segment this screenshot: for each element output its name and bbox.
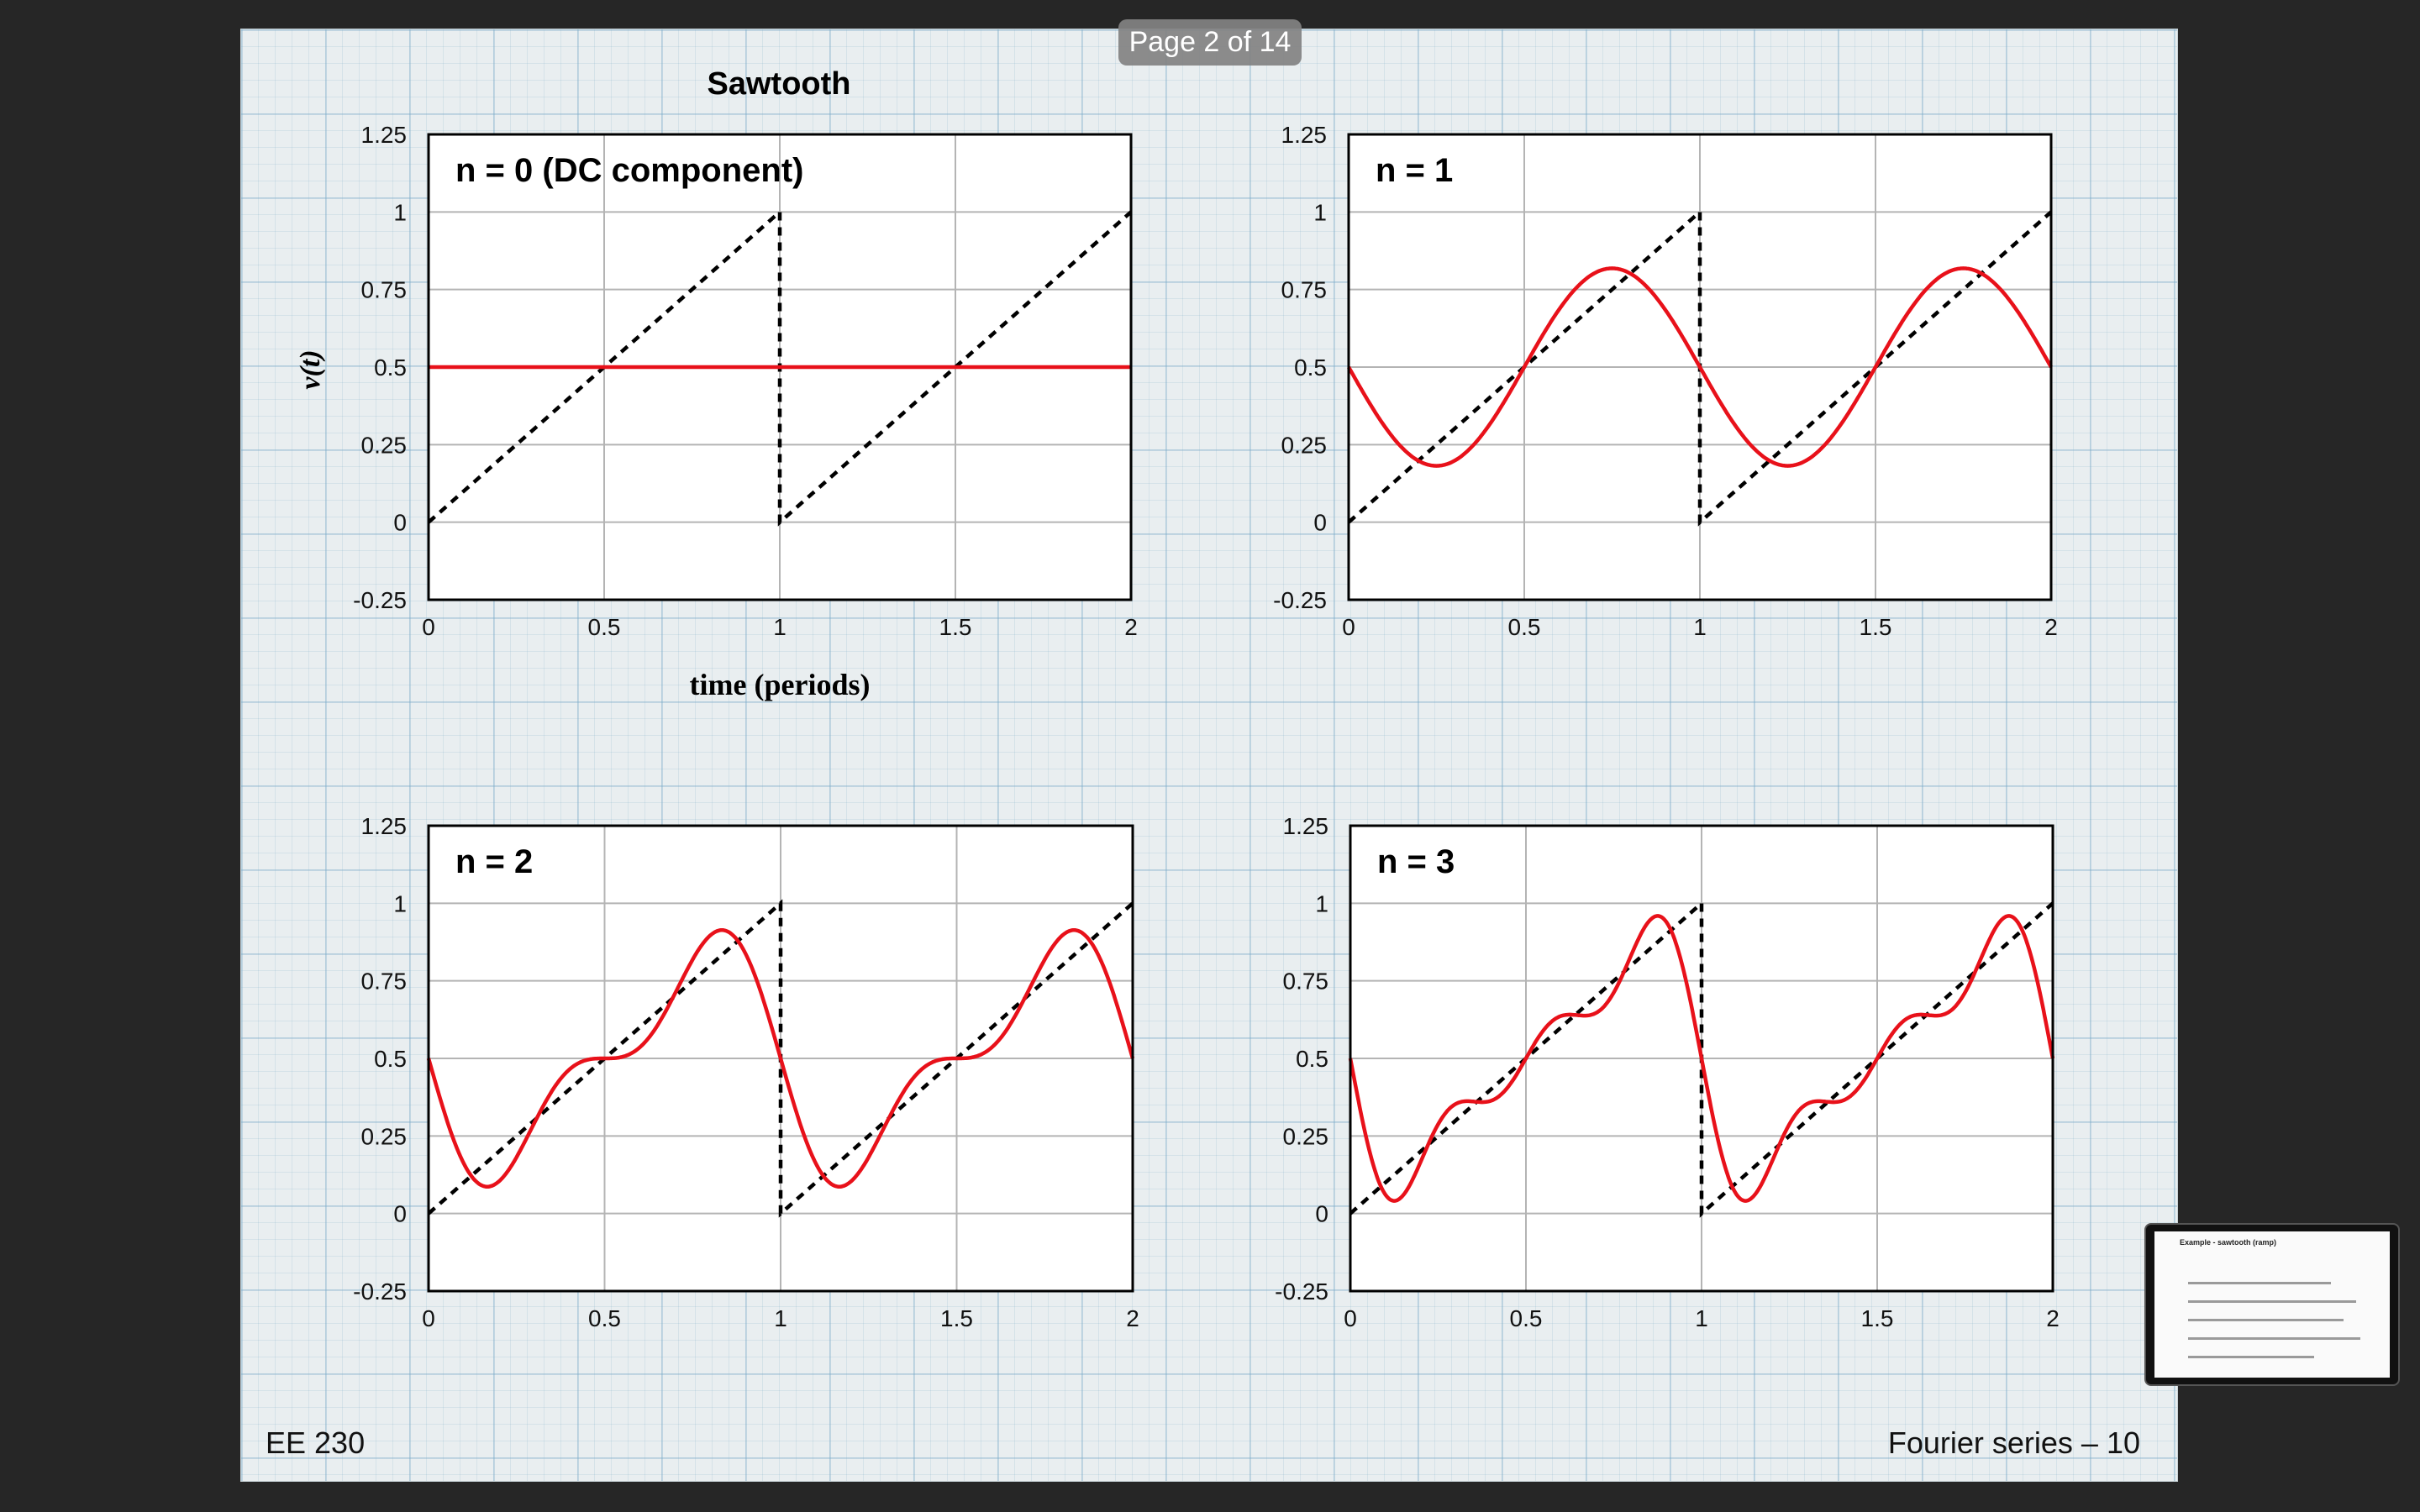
slide-title: Sawtooth (708, 66, 851, 102)
chart-panel: 0 0.5 1 1.5 2 -0.25 0 0.25 0.5 0.75 1 1.25 n = 1 (1273, 122, 2058, 640)
fourier-series (426, 928, 1135, 1189)
x-tick-label: 1.5 (1861, 1305, 1894, 1331)
x-tick-label: 2 (1126, 1305, 1139, 1331)
x-tick-label: 1.5 (940, 1305, 973, 1331)
x-tick-label: 0 (422, 614, 435, 640)
x-tick-label: 1 (1693, 614, 1707, 640)
y-tick-label: 0.5 (1294, 354, 1327, 381)
y-tick-label: -0.25 (1275, 1278, 1328, 1305)
y-tick-label: -0.25 (1273, 587, 1327, 613)
x-tick-label: 2 (1124, 614, 1138, 640)
panel-label: n = 2 (455, 843, 533, 880)
x-tick-label: 0 (1344, 1305, 1357, 1331)
x-tick-label: 0.5 (1508, 614, 1541, 640)
y-axis-label-text: v(t) (295, 349, 326, 389)
x-tick-label: 0.5 (588, 614, 621, 640)
y-tick-label: 0 (393, 1201, 407, 1227)
y-axis-label: v(t) (295, 349, 326, 389)
y-tick-label: 0 (1313, 510, 1327, 536)
footer-page-title: Fourier series – 10 (1887, 1425, 2140, 1460)
x-tick-label: 0 (422, 1305, 435, 1331)
page-indicator: Page 2 of 14 (1118, 19, 1302, 66)
y-tick-label: -0.25 (353, 1278, 407, 1305)
plot-frame (1349, 824, 2054, 1293)
fourier-series (1348, 914, 2055, 1203)
x-tick-label: 1.5 (939, 614, 972, 640)
x-axis-label: time (periods) (690, 668, 871, 701)
x-tick-label: 1 (1695, 1305, 1708, 1331)
footer-course: EE 230 (266, 1425, 366, 1460)
y-tick-label: 0.75 (361, 277, 408, 303)
x-tick-label: 0.5 (1510, 1305, 1543, 1331)
y-tick-label: 1 (1315, 890, 1328, 916)
y-tick-label: 0 (393, 510, 407, 536)
y-tick-label: 0.75 (1281, 277, 1328, 303)
thumbnail-title: Example - sawtooth (ramp) (2180, 1238, 2277, 1247)
x-tick-label: 1.5 (1860, 614, 1892, 640)
y-tick-label: 1 (393, 199, 407, 225)
x-tick-label: 1 (773, 614, 786, 640)
y-tick-label: 0.5 (374, 1046, 407, 1072)
y-tick-label: 0.75 (1283, 969, 1329, 995)
y-tick-label: 1.25 (361, 813, 408, 839)
y-tick-label: 0.5 (374, 354, 407, 381)
x-tick-label: 0.5 (588, 1305, 621, 1331)
y-tick-label: 0.25 (361, 1123, 408, 1149)
plot-frame (427, 133, 1133, 601)
y-tick-label: 1.25 (1281, 122, 1328, 148)
x-tick-label: 1 (774, 1305, 787, 1331)
y-tick-label: 1 (393, 890, 407, 916)
plot-frame (427, 824, 1134, 1293)
panel-label: n = 1 (1376, 152, 1453, 189)
y-tick-label: 0.75 (361, 969, 408, 995)
y-tick-label: 1.25 (1283, 813, 1329, 839)
page-thumbnail[interactable]: Example - sawtooth (ramp) (2144, 1223, 2400, 1386)
y-tick-label: 0.25 (1281, 432, 1328, 458)
chart-panels: 0 0.5 1 1.5 2 -0.25 0 0.25 0.5 0.75 1 1.25 n = 0 (DC… (353, 122, 2060, 1331)
y-tick-label: 0.5 (1296, 1046, 1328, 1072)
plot-frame (1347, 133, 2053, 601)
thumbnail-line (2188, 1356, 2314, 1358)
thumbnail-line (2188, 1337, 2360, 1340)
thumbnail-line (2188, 1282, 2331, 1284)
chart-panel: 0 0.5 1 1.5 2 -0.25 0 0.25 0.5 0.75 1 1.25 n = 3 (1275, 813, 2060, 1331)
thumbnail-line (2188, 1319, 2344, 1321)
thumbnail-line (2188, 1300, 2356, 1303)
thumbnail-preview: Example - sawtooth (ramp) (2154, 1231, 2390, 1378)
y-tick-label: -0.25 (353, 587, 407, 613)
y-tick-label: 0.25 (1283, 1123, 1329, 1149)
y-tick-label: 1.25 (361, 122, 408, 148)
y-tick-label: 1 (1313, 199, 1327, 225)
panel-label: n = 3 (1377, 843, 1455, 880)
y-tick-label: 0.25 (361, 432, 408, 458)
chart-panel: 0 0.5 1 1.5 2 -0.25 0 0.25 0.5 0.75 1 1.25 n = 2 (353, 813, 1139, 1331)
x-tick-label: 2 (2046, 1305, 2060, 1331)
panel-label: n = 0 (DC component) (455, 152, 803, 189)
chart-panel: 0 0.5 1 1.5 2 -0.25 0 0.25 0.5 0.75 1 1.25 n = 0 (DC… (353, 122, 1138, 640)
x-tick-label: 2 (2044, 614, 2058, 640)
y-tick-label: 0 (1315, 1201, 1328, 1227)
fourier-series (1347, 266, 2053, 468)
x-tick-label: 0 (1342, 614, 1355, 640)
